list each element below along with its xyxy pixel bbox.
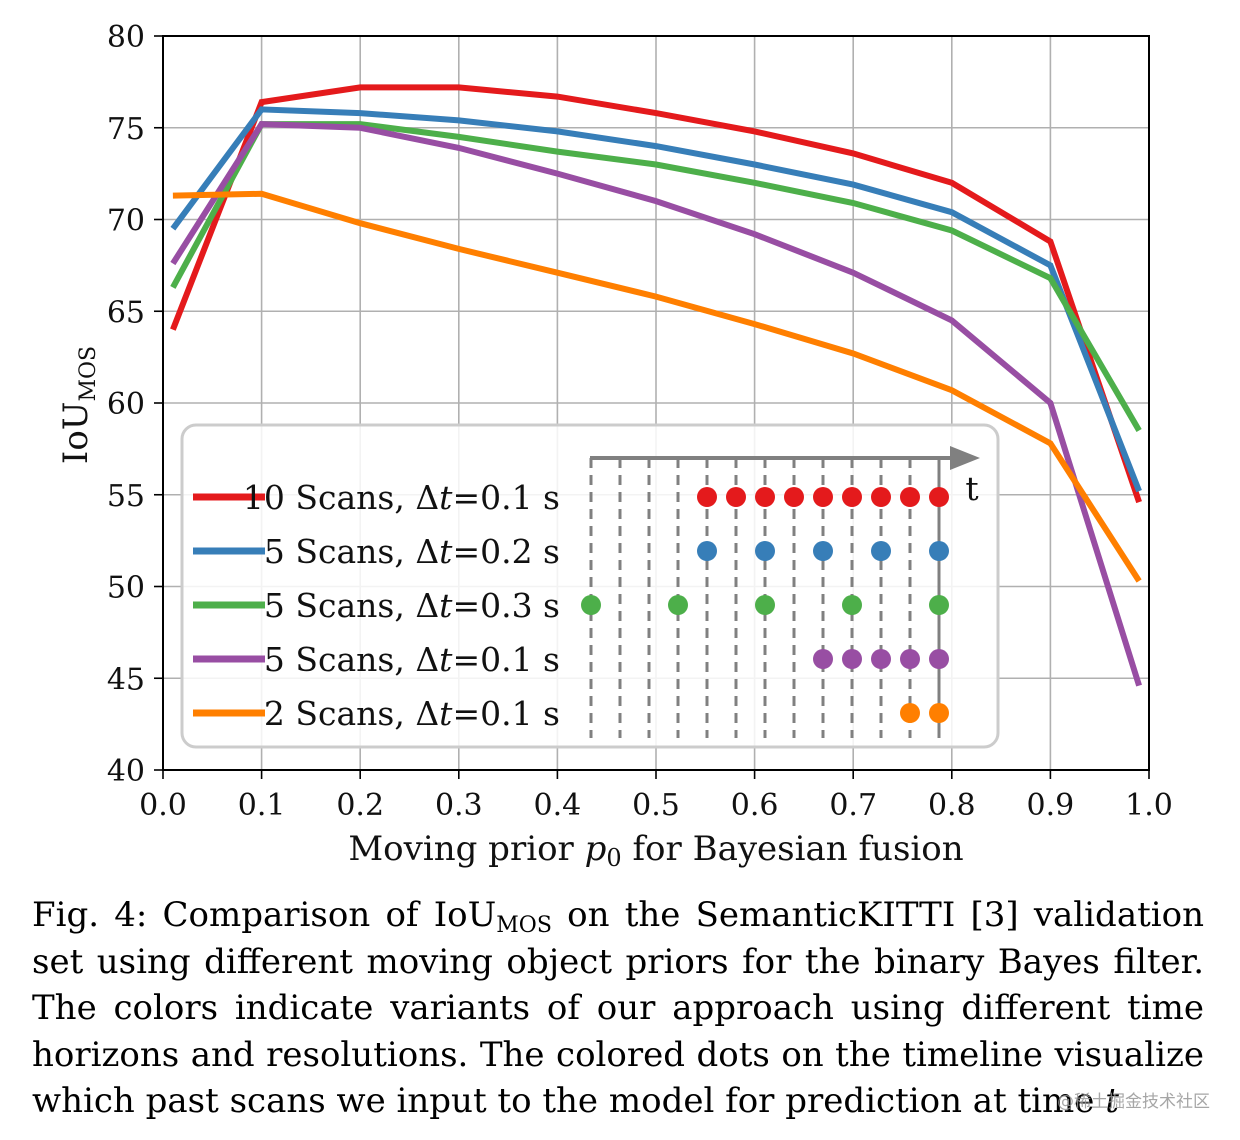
axes: 0.0 0.1 0.2 0.3 0.4 0.5 0.6 0.7 0.8 0.9 1.0 40 45 50 5… [107, 20, 1173, 823]
caption-time-variable: t [1105, 1081, 1119, 1121]
series-line [170, 106, 1142, 493]
timeline-dot [581, 595, 601, 615]
x-tick-label: 1.0 [1125, 788, 1173, 823]
series-lines [170, 84, 1142, 687]
timeline-dot [668, 595, 688, 615]
x-tick-label: 0.1 [238, 788, 286, 823]
timeline-dot [784, 487, 804, 507]
y-tick-label: 70 [107, 204, 145, 239]
timeline-dot [842, 595, 862, 615]
timeline-dot [813, 541, 833, 561]
axis-labels: Moving prior p0 for Bayesian fusion IoUMO… [56, 346, 964, 872]
x-tick-label: 0.2 [336, 788, 384, 823]
x-tick-label: 0.8 [928, 788, 976, 823]
timeline-dot [871, 649, 891, 669]
series-line [170, 84, 1142, 504]
timeline-dot [755, 487, 775, 507]
watermark: @稀土掘金技术社区 [1057, 1092, 1210, 1112]
timeline-dot [697, 541, 717, 561]
timeline-dot [842, 487, 862, 507]
timeline-dot [813, 487, 833, 507]
timeline-dot [755, 541, 775, 561]
timeline-label: t [965, 469, 978, 508]
figure-caption: Fig. 4: Comparison of IoUMOS on the Sema… [32, 892, 1204, 1125]
y-tick-label: 80 [107, 20, 145, 55]
timeline-dot [929, 649, 949, 669]
y-tick-label: 55 [107, 479, 145, 514]
x-tick-label: 0.3 [435, 788, 483, 823]
timeline-dot [929, 541, 949, 561]
x-tick-label: 0.5 [632, 788, 680, 823]
y-axis-title: IoUMOS [56, 346, 101, 464]
timeline-dot [726, 487, 746, 507]
y-tick-label: 65 [107, 295, 145, 330]
legend-label: 5 Scans, Δt=0.3 s [264, 586, 560, 625]
timeline-dot [813, 649, 833, 669]
y-tick-label: 60 [107, 387, 145, 422]
timeline-dot [755, 595, 775, 615]
x-axis-title: Moving prior p0 for Bayesian fusion [348, 829, 963, 872]
timeline-dot [929, 487, 949, 507]
legend: 10 Scans, Δt=0.1 s 5 Scans, Δt=0.2 s 5 Sca… [180, 423, 1000, 749]
x-tick-label: 0.4 [534, 788, 582, 823]
timeline-dot [842, 649, 862, 669]
timeline-dot [871, 487, 891, 507]
x-tick-label: 0.7 [829, 788, 877, 823]
series-line [170, 121, 1142, 687]
legend-label: 2 Scans, Δt=0.1 s [264, 694, 560, 733]
plot-frame [162, 35, 1150, 771]
legend-label: 5 Scans, Δt=0.2 s [264, 532, 560, 571]
caption-body: on the SemanticKITTI [3] validation set … [32, 895, 1204, 1121]
caption-prefix: Fig. 4: Comparison of IoU [32, 895, 497, 935]
timeline-dot [929, 703, 949, 723]
x-tick-label: 0.6 [731, 788, 779, 823]
timeline-dot [929, 595, 949, 615]
y-tick-label: 45 [107, 662, 145, 697]
timeline-dot [871, 541, 891, 561]
legend-label: 5 Scans, Δt=0.1 s [264, 640, 560, 679]
timeline-dot [697, 487, 717, 507]
timeline-arrowhead [950, 446, 980, 470]
timeline-dot [900, 649, 920, 669]
x-tick-label: 0.0 [139, 788, 187, 823]
legend-label: 10 Scans, Δt=0.1 s [243, 478, 560, 517]
y-tick-label: 75 [107, 112, 145, 147]
timeline-dot [900, 703, 920, 723]
timeline-dot [900, 487, 920, 507]
chart: 0.0 0.1 0.2 0.3 0.4 0.5 0.6 0.7 0.8 0.9 1.0 40 45 50 5… [56, 20, 1173, 872]
y-tick-label: 50 [107, 571, 145, 606]
x-tick-label: 0.9 [1027, 788, 1075, 823]
series-line [172, 190, 1142, 583]
y-tick-label: 40 [107, 754, 145, 789]
caption-prefix-subscript: MOS [496, 913, 552, 938]
